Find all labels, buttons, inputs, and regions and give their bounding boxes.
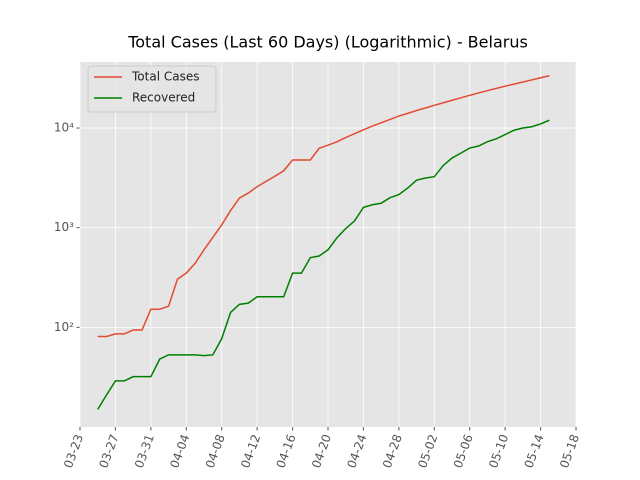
x-tick-label: 04-24 [344,432,369,470]
legend-label: Total Cases [131,70,199,84]
chart-title: Total Cases (Last 60 Days) (Logarithmic)… [127,33,528,52]
legend-label: Recovered [132,91,195,105]
y-tick-label: 10² [54,320,74,334]
x-tick-label: 04-28 [380,432,405,470]
y-tick-label: 10⁴ [54,121,74,135]
x-tick-label: 03-27 [96,432,121,470]
line [97,74,550,338]
x-tick-label: 04-20 [309,432,334,470]
line [97,119,550,410]
x-tick-label: 05-02 [415,432,440,470]
x-tick-label: 05-06 [451,432,476,470]
x-tick-label: 04-16 [274,432,299,470]
x-tick-label: 05-18 [557,432,582,470]
x-tick-label: 04-04 [167,432,192,470]
x-tick-label: 04-08 [203,432,228,470]
x-tick-label: 03-23 [61,432,86,470]
x-tick-label: 03-31 [132,432,157,470]
x-tick-label: 05-14 [522,432,547,470]
x-tick-label: 04-12 [238,432,263,470]
y-tick-label: 10³ [54,220,74,234]
x-tick-label: 05-10 [486,432,511,470]
